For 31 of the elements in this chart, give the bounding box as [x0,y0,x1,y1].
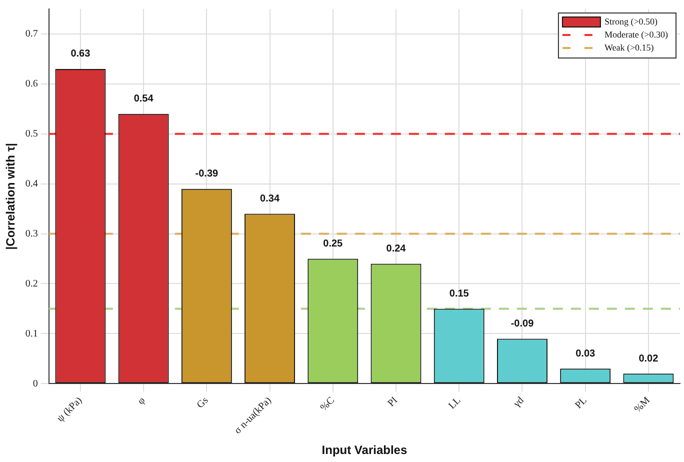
data-label: 0.02 [638,353,659,364]
data-label: 0.54 [134,94,154,105]
data-label: 0.34 [260,194,280,205]
data-label: 0.25 [323,238,344,250]
x-axis-title: Input Variables [322,443,408,458]
data-label: 0.15 [449,288,470,300]
legend-label: Strong (>0.50) [604,16,658,26]
annotation: -0.09 [510,318,534,330]
annotation: -0.39 [195,168,219,180]
y-tick-label: 0.6 [25,78,38,90]
x-tick-label: γd [511,395,526,410]
y-tick-label: 0.4 [25,178,38,190]
x-tick-label: Gs [195,395,211,411]
legend-label: Moderate (>0.30) [604,29,668,40]
legend-label: Weak (>0.15) [604,42,654,52]
x-tick-label: LL [446,395,464,412]
y-axis-title: |Correlation with τ| [4,142,18,250]
x-tick-label: PL [573,395,590,412]
data-label: 0.63 [70,48,91,60]
x-tick-label: %C [318,394,338,414]
y-tick-label: 0 [32,378,38,390]
y-tick-label: 0.7 [25,28,38,40]
y-tick-label: 0.1 [25,328,38,340]
y-tick-label: 0.2 [25,278,38,290]
x-tick-label: φ [136,394,148,407]
x-tick-label: %M [632,395,652,416]
y-tick-label: 0.5 [25,128,38,140]
y-tick-label: 0.3 [25,228,38,240]
data-label: 0.24 [386,244,406,255]
x-tick-label: PI [386,395,400,410]
data-label: 0.03 [576,348,596,360]
